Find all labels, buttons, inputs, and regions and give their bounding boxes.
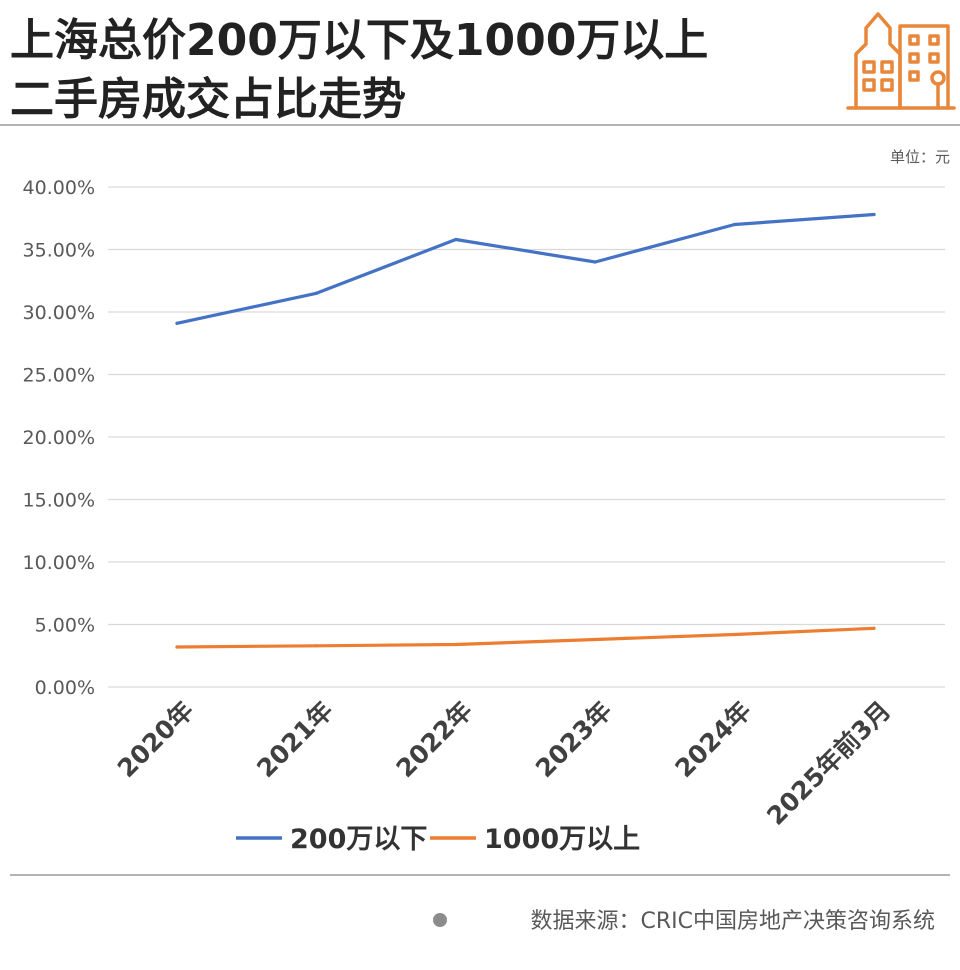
series-0-point bbox=[593, 260, 597, 264]
y-tick-label: 15.00% bbox=[23, 490, 95, 512]
y-tick-label: 30.00% bbox=[23, 302, 95, 324]
source-bullet-icon bbox=[433, 913, 447, 927]
series-1-point bbox=[872, 626, 876, 630]
x-tick-label: 2021年 bbox=[251, 696, 338, 783]
x-axis-labels: 2020年 2021年 2022年 2023年 2024年 2025年前3月 bbox=[112, 696, 896, 831]
title-line-2: 二手房成交占比走势 bbox=[10, 74, 406, 125]
y-tick-label: 35.00% bbox=[23, 240, 95, 262]
x-tick-label: 2025年前3月 bbox=[761, 696, 896, 831]
source-text: 数据来源：CRIC中国房地产决策咨询系统 bbox=[531, 909, 936, 934]
series-1-point bbox=[454, 642, 458, 647]
series-0-point bbox=[733, 222, 737, 227]
y-tick-label: 5.00% bbox=[35, 615, 95, 637]
series-lines bbox=[175, 212, 876, 649]
legend-label-1000w-above: 1000万以上 bbox=[484, 824, 640, 855]
title-line-1: 上海总价200万以下及1000万以上 bbox=[10, 15, 708, 66]
unit-note: 单位：元 bbox=[890, 148, 950, 166]
y-tick-label: 0.00% bbox=[35, 677, 95, 699]
x-tick-label: 2022年 bbox=[391, 696, 478, 783]
series-line-0 bbox=[175, 212, 876, 325]
gridlines bbox=[108, 186, 945, 688]
y-tick-label: 20.00% bbox=[23, 427, 95, 449]
city-buildings-icon bbox=[846, 12, 956, 110]
series-1-point bbox=[593, 637, 597, 642]
series-1-point bbox=[175, 645, 179, 649]
legend-label-200w-below: 200万以下 bbox=[290, 824, 427, 855]
series-0-point bbox=[872, 212, 876, 217]
x-tick-label: 2020年 bbox=[112, 696, 199, 783]
y-tick-label: 25.00% bbox=[23, 365, 95, 387]
x-tick-label: 2024年 bbox=[669, 696, 756, 783]
series-0-point bbox=[175, 321, 179, 325]
x-tick-label: 2023年 bbox=[530, 696, 617, 783]
series-1-point bbox=[733, 632, 737, 637]
series-0-point bbox=[454, 237, 458, 242]
y-axis-labels: 0.00% 5.00% 10.00% 15.00% 20.00% 25.00% 30.00%… bbox=[23, 177, 95, 699]
series-1-point bbox=[314, 644, 318, 648]
series-line-1 bbox=[175, 626, 876, 649]
legend: 200万以下 1000万以上 bbox=[236, 824, 640, 855]
series-0-point bbox=[314, 291, 318, 295]
y-tick-label: 40.00% bbox=[23, 177, 95, 199]
y-tick-label: 10.00% bbox=[23, 552, 95, 574]
